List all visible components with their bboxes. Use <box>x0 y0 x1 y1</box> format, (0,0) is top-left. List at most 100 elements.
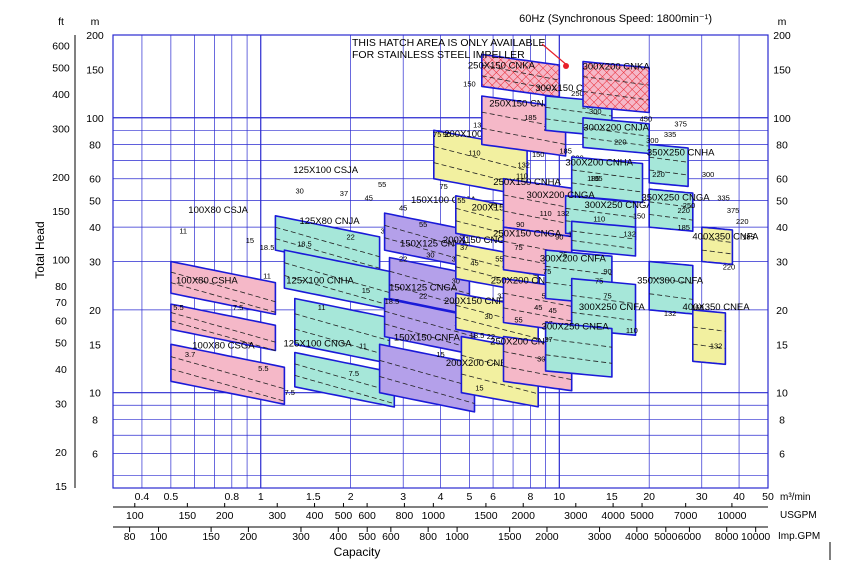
efficiency-curve <box>545 118 612 128</box>
motor-kw-label: 7.5 <box>233 303 243 312</box>
motor-kw-label: 450 <box>640 114 653 123</box>
y-unit-m-left: m <box>91 16 100 28</box>
x-tick-label-m3min: 0.4 <box>135 491 150 503</box>
motor-kw-label: 132 <box>710 341 723 350</box>
note-marker <box>563 63 569 69</box>
efficiency-curve <box>379 360 475 388</box>
pump-model-label: 300X200 CNGA <box>527 190 596 201</box>
x-tick-label-imp: 500 <box>358 531 376 543</box>
motor-kw-label: 7.5 <box>284 388 294 397</box>
efficiency-curve <box>294 375 395 404</box>
y-tick-label-m: 10 <box>89 388 101 400</box>
y-tick-label-m-right: 60 <box>776 174 788 186</box>
efficiency-curve <box>455 254 539 277</box>
efficiency-curve <box>571 182 643 193</box>
x-tick-label-imp: 600 <box>382 531 400 543</box>
x-tick-label-usgpm: 500 <box>335 510 353 522</box>
y-tick-label-m-right: 80 <box>776 139 788 151</box>
x-tick-label-m3min: 50 <box>762 491 774 503</box>
efficiency-curve <box>389 284 470 308</box>
pump-model-label: 100X80 CSHA <box>176 275 238 286</box>
motor-kw-label: 11 <box>179 226 187 235</box>
efficiency-curve <box>545 338 612 348</box>
pump-model-label: 250X150 CNKA <box>468 61 536 72</box>
pump-model-label: 250X200 CNFA <box>491 275 558 286</box>
note-arrow <box>541 43 569 67</box>
efficiency-curve <box>649 156 689 163</box>
motor-kw-label: 75 <box>595 276 603 285</box>
motor-kw-label: 15 <box>436 350 444 359</box>
pump-zone: 350X250 CNHA 375 335 300 <box>646 119 715 188</box>
efficiency-curve <box>571 295 636 305</box>
motor-kw-label: 30 <box>452 276 460 285</box>
x-tick-label-usgpm: 1000 <box>422 510 446 522</box>
pump-model-label: 150X125 CNGA <box>389 283 458 294</box>
x-tick-label-m3min: 5 <box>467 491 473 503</box>
motor-kw-label: 375 <box>674 119 687 128</box>
motor-kw-label: 5.5 <box>173 303 183 312</box>
x-tick-label-usgpm: 300 <box>268 510 286 522</box>
x-tick-label-m3min: 1 <box>258 491 264 503</box>
x-unit-imp: Imp.GPM <box>778 531 820 542</box>
efficiency-curve <box>582 137 650 147</box>
x-tick-label-imp: 200 <box>240 531 258 543</box>
pump-model-label: 150X150 CNFA <box>394 332 461 343</box>
pump-zone-area <box>648 188 694 232</box>
motor-kw-label: 110 <box>626 326 638 335</box>
x-tick-label-m3min: 0.5 <box>164 491 179 503</box>
x-tick-label-imp: 6000 <box>678 531 702 543</box>
efficiency-curve <box>170 271 276 303</box>
efficiency-curve <box>582 127 650 137</box>
motor-kw-label: 132 <box>473 121 486 130</box>
x-unit-m3min: m³/min <box>780 492 811 503</box>
motor-kw-label: 220 <box>736 217 749 226</box>
pump-model-label: 250X200 CNEA <box>490 336 558 347</box>
y-tick-label-m-right: 100 <box>773 113 791 125</box>
efficiency-curve <box>379 376 475 404</box>
motor-kw-label: 18.5 <box>470 331 485 340</box>
pump-model-label: 150X125 CNHA <box>400 239 468 250</box>
motor-kw-label: 250 <box>683 201 696 210</box>
y-tick-label-m-right: 50 <box>776 196 788 208</box>
pump-zone-area <box>378 343 476 413</box>
motor-kw-label: 18.5 <box>297 240 312 249</box>
efficiency-curve <box>384 225 465 249</box>
x-tick-label-usgpm: 10000 <box>717 510 746 522</box>
x-tick-label-imp: 80 <box>124 531 136 543</box>
efficiency-curve <box>294 363 395 393</box>
efficiency-curve <box>284 275 390 306</box>
x-tick-label-m3min: 3 <box>400 491 406 503</box>
motor-kw-label: 150 <box>633 212 646 221</box>
efficiency-curve <box>481 75 560 92</box>
y-tick-label-m-right: 30 <box>776 257 788 269</box>
motor-kw-label: 250 <box>571 89 584 98</box>
motor-kw-label: 22 <box>419 292 427 301</box>
y-tick-label-ft: 300 <box>52 123 70 135</box>
motor-kw-label: 220 <box>614 137 627 146</box>
pump-model-label: 350X300 CNFA <box>637 275 704 286</box>
y-tick-label-m-right: 40 <box>776 222 788 234</box>
pump-zone: 125X100 CSJA 30 37 45 55 <box>274 165 386 273</box>
motor-kw-label: 55 <box>378 180 386 189</box>
pump-zone: 125X100 CNGA 11 7.5 <box>284 339 396 408</box>
efficiency-curve <box>284 262 390 293</box>
efficiency-curve <box>692 343 726 349</box>
motor-kw-label: 30 <box>537 354 545 363</box>
motor-kw-label: 90 <box>443 130 451 139</box>
pump-model-label: 200X200 CNEA <box>446 358 514 369</box>
x-tick-label-m3min: 6 <box>490 491 496 503</box>
pump-model-label: 200X150 CNFA <box>444 296 511 307</box>
motor-kw-label: 335 <box>664 130 677 139</box>
motor-kw-label: 75 <box>433 130 441 139</box>
y-tick-label-m-right: 6 <box>779 449 785 461</box>
pump-model-label: 300X200 CNJA <box>583 122 649 133</box>
pump-zone: 300X200 CNKA 450 <box>582 60 653 123</box>
efficiency-curve <box>649 293 693 300</box>
pump-model-label: 250X150 CNJA <box>489 98 555 109</box>
x-tick-label-imp: 400 <box>330 531 348 543</box>
pump-zone: 150X125 CNGA 18.5 22 30 <box>383 276 476 356</box>
motor-kw-label: 75 <box>543 267 551 276</box>
